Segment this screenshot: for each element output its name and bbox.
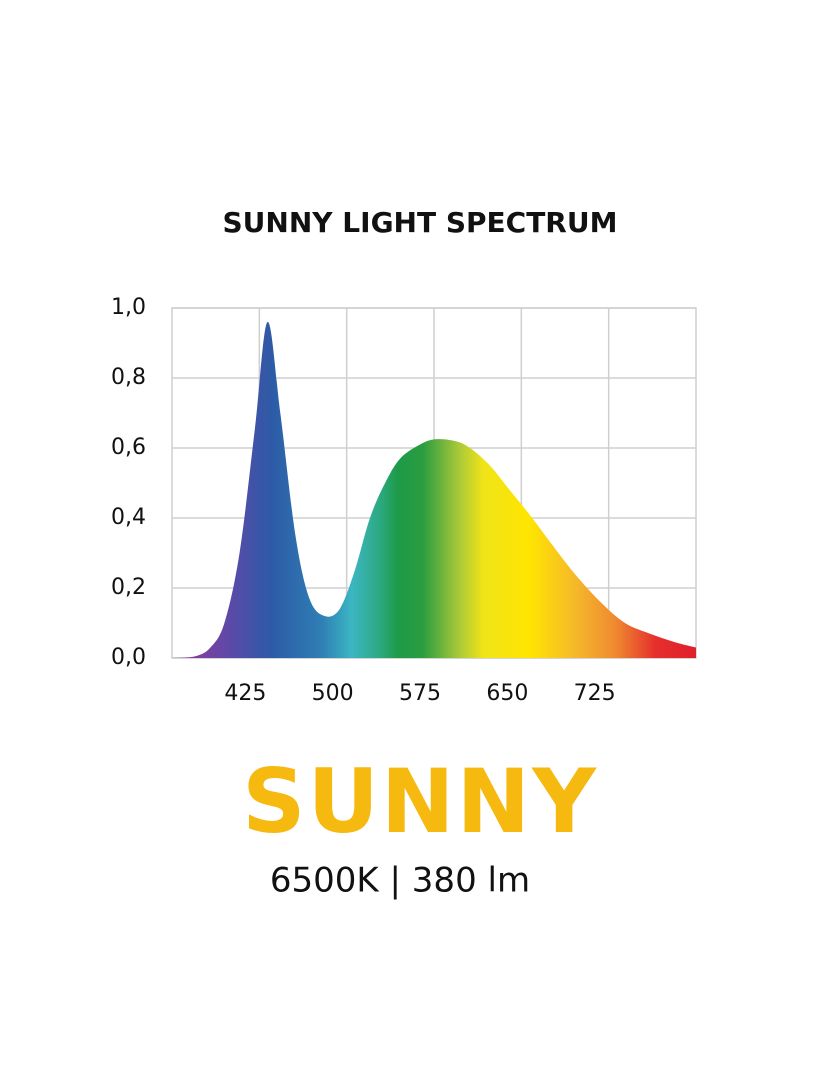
y-tick-label: 0,4 [111, 505, 146, 530]
x-tick-label: 575 [399, 681, 441, 706]
y-tick-label: 1,0 [111, 295, 146, 320]
x-tick-label: 725 [574, 681, 616, 706]
x-tick-label: 500 [312, 681, 354, 706]
y-tick-label: 0,0 [111, 645, 146, 670]
brand: SUNNY [242, 750, 598, 853]
x-tick-label: 425 [224, 681, 266, 706]
specs: 6500K | 380 lm [270, 861, 530, 901]
y-tick-label: 0,8 [111, 365, 146, 390]
spectrum-area [172, 321, 696, 658]
y-tick-label: 0,6 [111, 435, 146, 460]
y-tick-label: 0,2 [111, 575, 146, 600]
x-tick-label: 650 [486, 681, 528, 706]
chart-title: SUNNY LIGHT SPECTRUM [223, 206, 618, 239]
